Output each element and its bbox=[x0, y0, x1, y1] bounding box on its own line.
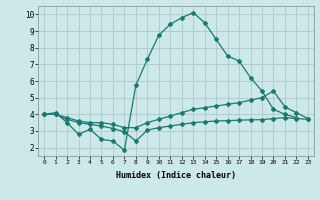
X-axis label: Humidex (Indice chaleur): Humidex (Indice chaleur) bbox=[116, 171, 236, 180]
